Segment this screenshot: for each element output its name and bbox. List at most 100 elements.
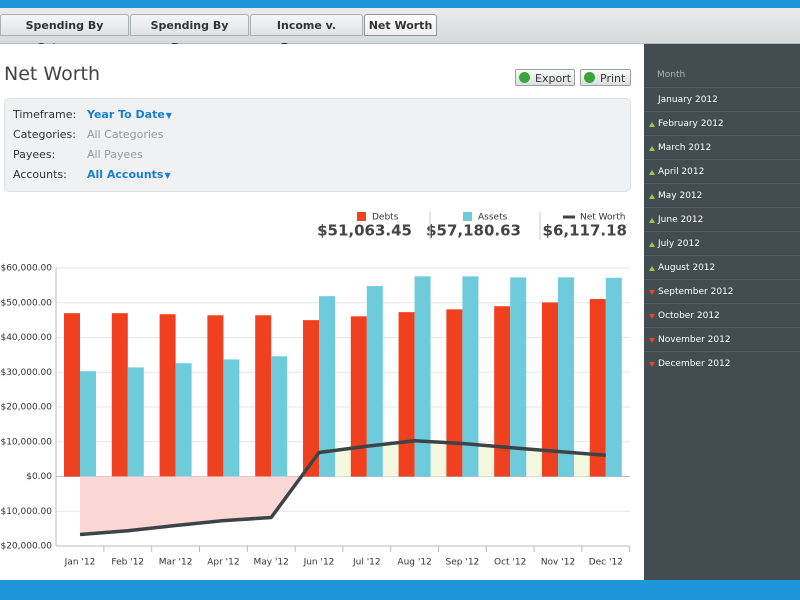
y-tick-label: $60,000.00 <box>0 264 52 274</box>
filter-label: Timeframe: <box>13 108 77 121</box>
x-tick-label: Sep '12 <box>446 558 480 568</box>
month-label[interactable]: August 2012 <box>658 263 716 273</box>
bar <box>446 309 463 477</box>
x-tick-label: Jan '12 <box>64 558 96 568</box>
bar <box>350 316 367 477</box>
tab[interactable]: Spending By Payee <box>130 14 249 54</box>
legend-total: $51,063.45 <box>317 222 412 240</box>
month-label[interactable]: July 2012 <box>658 239 700 249</box>
y-tick-label: $40,000.00 <box>0 333 52 343</box>
x-tick-label: Nov '12 <box>541 558 575 568</box>
sidebar: Month January 2012 February 2012 March 201… <box>644 44 800 580</box>
tab[interactable]: Income v. Expense <box>250 14 363 54</box>
bar <box>64 313 80 477</box>
trend-arrow <box>649 170 655 175</box>
trend-arrow <box>649 362 655 367</box>
month-label[interactable]: January 2012 <box>658 95 718 105</box>
x-tick-label: Dec '12 <box>589 558 623 568</box>
legend-label: Assets <box>478 213 508 223</box>
bar <box>303 320 319 477</box>
x-tick-label: Jun '12 <box>303 558 335 568</box>
tab-bar: Spending By CategorySpending By PayeeInc… <box>0 8 800 54</box>
y-tick-label: $30,000.00 <box>0 368 52 378</box>
filter-value[interactable]: All Accounts▼ <box>87 168 171 181</box>
x-tick-label: Mar '12 <box>159 558 193 568</box>
tab[interactable]: Spending By Category <box>0 14 129 54</box>
trend-arrow <box>649 338 655 343</box>
legend-total: $57,180.63 <box>426 222 521 240</box>
dropdown-arrow: ▼ <box>165 111 172 120</box>
x-tick-label: Apr '12 <box>207 558 239 568</box>
print-button[interactable]: Print <box>580 69 631 86</box>
bar <box>510 277 527 477</box>
bar <box>127 367 144 477</box>
filter-value[interactable]: Year To Date▼ <box>87 108 172 121</box>
month-item[interactable]: September 2012 <box>644 279 800 303</box>
month-item[interactable]: November 2012 <box>644 327 800 351</box>
month-label[interactable]: June 2012 <box>658 215 704 225</box>
dropdown-arrow: ▼ <box>164 171 171 180</box>
filter-value: All Payees <box>87 148 143 161</box>
bar <box>271 356 288 477</box>
icon <box>519 72 530 83</box>
trend-arrow <box>649 290 655 295</box>
month-label[interactable]: March 2012 <box>658 143 712 153</box>
trend-arrow <box>649 266 655 271</box>
button-label[interactable]: Export <box>535 72 572 85</box>
month-item[interactable]: October 2012 <box>644 303 800 327</box>
legend-swatch <box>357 212 366 221</box>
bar <box>414 276 431 477</box>
legend-label: Net Worth <box>580 213 625 223</box>
button-label[interactable]: Print <box>600 72 626 85</box>
filter-label: Categories: <box>13 128 76 141</box>
bar <box>494 306 511 477</box>
trend-arrow <box>649 146 655 151</box>
y-tick-label: $50,000.00 <box>0 298 52 308</box>
month-label[interactable]: February 2012 <box>658 119 724 129</box>
month-item[interactable]: July 2012 <box>644 231 800 255</box>
area-negative <box>80 476 606 535</box>
y-tick-label: $0.00 <box>26 472 52 482</box>
y-tick-label: $10,000.00 <box>0 437 52 447</box>
month-item[interactable]: March 2012 <box>644 135 800 159</box>
month-label[interactable]: October 2012 <box>658 311 720 321</box>
filter-label: Payees: <box>13 148 56 161</box>
month-item[interactable]: December 2012 <box>644 351 800 375</box>
trend-arrow <box>649 242 655 247</box>
month-label[interactable]: May 2012 <box>658 191 703 201</box>
filter-box: Timeframe: Year To Date▼ Categories: All Ca… <box>4 98 631 192</box>
bar <box>366 286 383 477</box>
trend-arrow <box>649 218 655 223</box>
month-item[interactable]: August 2012 <box>644 255 800 279</box>
page-title: Net Worth <box>4 63 100 85</box>
bar <box>255 315 272 477</box>
trend-arrow <box>649 194 655 199</box>
tab[interactable]: Net Worth <box>364 14 437 36</box>
x-tick-label: Aug '12 <box>397 558 431 568</box>
month-item[interactable]: May 2012 <box>644 183 800 207</box>
month-item[interactable]: February 2012 <box>644 111 800 135</box>
legend-label: Debts <box>372 213 399 223</box>
trend-arrow <box>649 314 655 319</box>
bar <box>605 277 622 477</box>
bar <box>589 299 606 477</box>
month-item[interactable]: June 2012 <box>644 207 800 231</box>
bar <box>159 314 176 477</box>
legend-swatch <box>463 212 472 221</box>
month-item[interactable]: January 2012 <box>644 87 800 111</box>
y-tick-label: -$20,000.00 <box>0 542 52 552</box>
bar <box>223 359 240 477</box>
month-label[interactable]: December 2012 <box>658 359 731 369</box>
month-label[interactable]: April 2012 <box>658 167 705 177</box>
month-label[interactable]: September 2012 <box>658 287 734 297</box>
bar <box>558 277 574 477</box>
legend-total: $6,117.18 <box>543 222 627 240</box>
x-tick-label: May '12 <box>253 558 288 568</box>
month-label[interactable]: November 2012 <box>658 335 731 345</box>
export-button[interactable]: Export <box>515 69 575 86</box>
filter-value: All Categories <box>87 128 164 141</box>
month-item[interactable]: April 2012 <box>644 159 800 183</box>
chart: Debts$51,063.45 Assets$57,180.63 Net Worth… <box>0 212 631 568</box>
x-tick-label: Oct '12 <box>494 558 526 568</box>
